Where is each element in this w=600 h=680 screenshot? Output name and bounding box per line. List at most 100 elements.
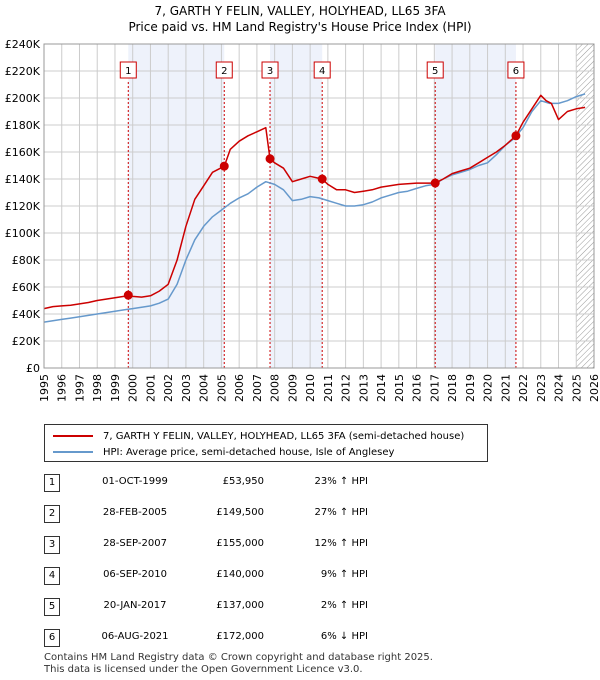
x-tick-label: 2021 (499, 374, 512, 402)
y-tick-label: £60K (12, 281, 41, 294)
sale-point (430, 178, 440, 188)
table-row: 5 20-JAN-2017 £137,000 2% ↑ HPI (44, 598, 464, 618)
legend-swatch-hpi (53, 451, 93, 453)
legend-item-property: 7, GARTH Y FELIN, VALLEY, HOLYHEAD, LL65… (53, 428, 464, 444)
hpi-line (43, 93, 586, 323)
sale-number-badge: 6 (44, 629, 60, 647)
table-row: 2 28-FEB-2005 £149,500 27% ↑ HPI (44, 505, 464, 525)
sale-label: 1 (125, 66, 131, 77)
x-tick-label: 2020 (482, 374, 495, 402)
sale-label-box (119, 61, 137, 79)
sale-point (265, 154, 275, 164)
sale-date: 06-SEP-2010 (103, 569, 167, 580)
footer: Contains HM Land Registry data © Crown c… (44, 652, 433, 676)
y-tick-label: £200K (5, 92, 41, 105)
x-tick-label: 2001 (144, 374, 157, 402)
y-tick-label: £220K (5, 65, 41, 78)
legend: 7, GARTH Y FELIN, VALLEY, HOLYHEAD, LL65… (44, 424, 488, 462)
sale-date: 01-OCT-1999 (102, 476, 168, 487)
footer-licence: This data is licensed under the Open Gov… (44, 664, 363, 675)
x-tick-label: 2008 (269, 374, 282, 402)
sale-number-badge: 5 (44, 598, 60, 616)
sale-number-badge: 1 (44, 474, 60, 492)
table-row: 1 01-OCT-1999 £53,950 23% ↑ HPI (44, 474, 464, 494)
table-row: 6 06-AUG-2021 £172,000 6% ↓ HPI (44, 629, 464, 649)
table-row: 4 06-SEP-2010 £140,000 9% ↑ HPI (44, 567, 464, 587)
sale-hpi-change: 27% ↑ HPI (314, 507, 368, 518)
legend-label-hpi: HPI: Average price, semi-detached house,… (103, 446, 395, 458)
y-tick-label: £180K (5, 119, 41, 132)
legend-swatch-property (53, 435, 93, 437)
x-tick-label: 2018 (446, 374, 459, 402)
sale-label: 4 (319, 66, 325, 77)
sale-label-box (313, 61, 331, 79)
x-tick-label: 2004 (198, 374, 211, 402)
sale-date: 06-AUG-2021 (101, 631, 169, 642)
sale-price: £155,000 (216, 538, 264, 549)
x-tick-label: 2013 (357, 374, 370, 402)
sale-price: £149,500 (216, 507, 264, 518)
x-tick-label: 1998 (91, 374, 104, 402)
sale-price: £140,000 (216, 569, 264, 580)
x-tick-label: 2024 (553, 374, 566, 402)
x-tick-label: 2002 (162, 374, 175, 402)
sale-number-badge: 4 (44, 567, 60, 585)
x-tick-label: 2015 (393, 374, 406, 402)
footer-copyright: Contains HM Land Registry data © Crown c… (44, 652, 433, 663)
sale-hpi-change: 23% ↑ HPI (314, 476, 368, 487)
sale-label-box (426, 61, 444, 79)
y-tick-label: £240K (5, 38, 41, 51)
x-tick-label: 1995 (38, 374, 51, 402)
y-tick-label: £40K (12, 308, 41, 321)
sale-point (219, 161, 229, 171)
sale-label: 6 (513, 66, 519, 77)
y-tick-label: £100K (5, 227, 41, 240)
x-tick-label: 2005 (215, 374, 228, 402)
sale-label: 5 (432, 66, 438, 77)
sale-date: 20-JAN-2017 (103, 600, 167, 611)
sale-point (123, 290, 133, 300)
sale-number-badge: 2 (44, 505, 60, 523)
x-tick-label: 2025 (570, 374, 583, 402)
x-tick-label: 2010 (304, 374, 317, 402)
x-tick-label: 2003 (180, 374, 193, 402)
sale-hpi-change: 2% ↑ HPI (320, 600, 368, 611)
plot-frame (43, 43, 595, 369)
table-row: 3 28-SEP-2007 £155,000 12% ↑ HPI (44, 536, 464, 556)
sale-hpi-change: 12% ↑ HPI (314, 538, 368, 549)
x-tick-label: 2012 (340, 374, 353, 402)
sale-price: £53,950 (222, 476, 264, 487)
x-tick-label: 2006 (233, 374, 246, 402)
x-tick-label: 2023 (535, 374, 548, 402)
x-tick-label: 1996 (56, 374, 69, 402)
x-tick-label: 1997 (73, 374, 86, 402)
x-tick-label: 2017 (428, 374, 441, 402)
x-tick-label: 2026 (588, 374, 600, 402)
x-tick-label: 2011 (322, 374, 335, 402)
sale-hpi-change: 9% ↑ HPI (320, 569, 368, 580)
sale-label-box (215, 61, 233, 79)
x-tick-label: 2007 (251, 374, 264, 402)
sale-label: 2 (221, 66, 227, 77)
sale-date: 28-SEP-2007 (103, 538, 167, 549)
price-chart: 1 2 3 4 5 6 £0 £20K £40K £60K £80K £100K £120K £140K… (5, 38, 600, 402)
y-tick-label: £140K (5, 173, 41, 186)
chart-title: 7, GARTH Y FELIN, VALLEY, HOLYHEAD, LL65… (154, 4, 446, 18)
x-tick-label: 2014 (375, 374, 388, 402)
sale-label: 3 (267, 66, 273, 77)
x-tick-label: 1999 (109, 374, 122, 402)
sale-label-box (261, 61, 279, 79)
x-tick-label: 2016 (411, 374, 424, 402)
sale-label-box (507, 61, 525, 79)
sale-point (511, 131, 521, 141)
y-tick-label: £20K (12, 335, 41, 348)
sale-date: 28-FEB-2005 (102, 507, 168, 518)
y-tick-label: £160K (5, 146, 41, 159)
sale-point (317, 174, 327, 184)
sale-number-badge: 3 (44, 536, 60, 554)
y-tick-label: £0 (26, 362, 40, 375)
y-tick-label: £80K (12, 254, 41, 267)
sale-price: £172,000 (216, 631, 264, 642)
sale-price: £137,000 (216, 600, 264, 611)
legend-label-property: 7, GARTH Y FELIN, VALLEY, HOLYHEAD, LL65… (103, 430, 465, 442)
